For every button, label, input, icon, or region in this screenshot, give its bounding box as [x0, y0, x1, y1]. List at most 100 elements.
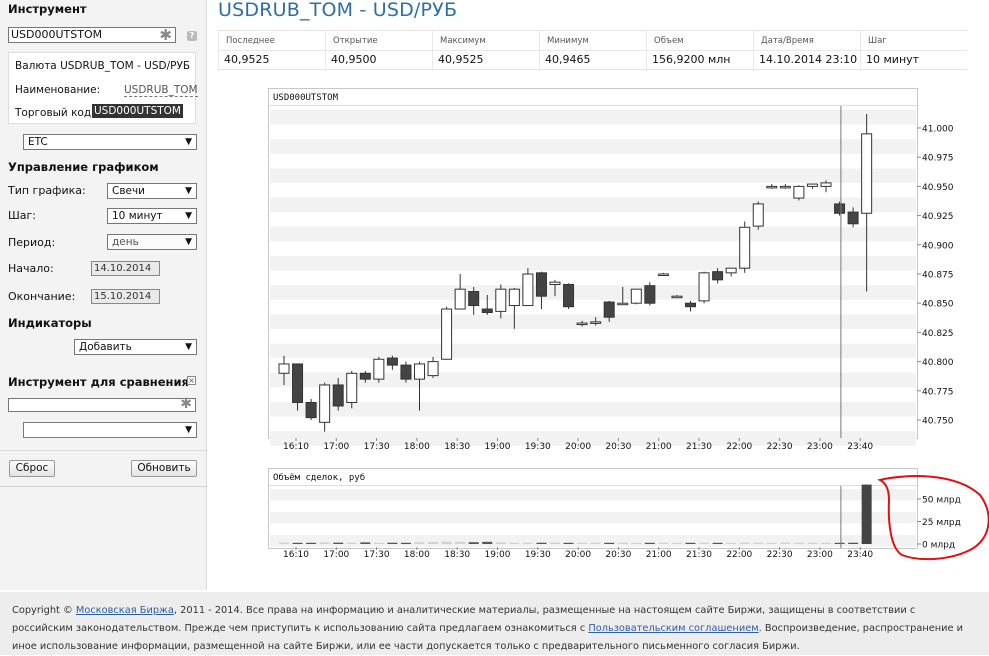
period-label: Период:	[8, 236, 56, 249]
footer-copyright: Copyright ©	[12, 605, 73, 616]
volume-bar	[563, 542, 574, 544]
user-agreement-link[interactable]: Пользовательским соглашением	[588, 623, 759, 634]
volume-bar	[793, 542, 804, 544]
stats-table: Последнее 40,9525 Открытие 40,9500 Макси…	[218, 30, 967, 71]
volume-bar	[577, 542, 588, 544]
x-tick-label: 22:30	[767, 442, 793, 452]
candle-body	[685, 302, 696, 308]
grid-band	[270, 285, 916, 300]
candle-body	[806, 183, 818, 187]
charts-area: USD000UTSTOM 16:10 17:00 17:30 18:00 18:30 19…	[268, 88, 989, 561]
volume-bar	[753, 542, 764, 544]
candle-body	[535, 272, 547, 297]
indicators-select[interactable]: Добавить ▼	[74, 339, 197, 355]
x-tick-label: 19:00	[485, 550, 511, 560]
y-tick-label: 0 млрд	[922, 541, 955, 551]
currency-label: Валюта USDRUB_TOM - USD/РУБ	[15, 60, 191, 72]
chevron-down-icon: ▼	[185, 425, 192, 435]
clear-asterisk-icon[interactable]: ✱	[159, 26, 172, 44]
candle-body	[549, 281, 561, 286]
stat-open: Открытие 40,9500	[325, 31, 432, 71]
volume-bar	[712, 542, 723, 544]
volume-bar	[455, 541, 466, 544]
y-tick-label: 50 млрд	[922, 496, 961, 506]
code-label: Торговый код:	[15, 107, 95, 119]
candle-body	[752, 203, 764, 227]
compare-select[interactable]: ▼	[23, 422, 197, 438]
candle-body	[793, 185, 805, 199]
candle-body	[847, 211, 859, 225]
x-tick-label: 18:00	[404, 442, 430, 452]
compare-close-icon[interactable]: ×	[187, 376, 196, 385]
volume-bar	[834, 542, 845, 544]
start-label: Начало:	[8, 262, 54, 275]
volume-bar	[780, 542, 791, 544]
instrument-search-input[interactable]: USD000UTSTOM ✱	[8, 26, 176, 44]
x-tick-label: 19:30	[525, 550, 551, 560]
chevron-down-icon: ▼	[185, 342, 192, 352]
chevron-down-icon: ▼	[185, 211, 192, 221]
volume-bar	[319, 542, 330, 544]
candle-body	[319, 384, 331, 423]
update-button[interactable]: Обновить	[131, 460, 197, 477]
footer: Copyright © Московская Биржа, 2011 - 201…	[0, 592, 989, 655]
y-tick-label: 40.950	[922, 183, 954, 193]
clear-asterisk-icon[interactable]: ✱	[180, 396, 192, 412]
volume-bar	[631, 542, 642, 544]
chart-type-value: Свечи	[112, 185, 146, 197]
volume-grid-bands	[270, 489, 916, 547]
candle-body	[739, 226, 751, 269]
candle-body	[373, 358, 385, 380]
price-x-axis: 16:10 17:00 17:30 18:00 18:30 19:00 19:30 20:00…	[283, 438, 873, 452]
board-select-value: ETC	[28, 136, 48, 148]
board-select[interactable]: ETC ▼	[23, 134, 197, 150]
period-select[interactable]: день ▼	[107, 234, 197, 250]
grid-band	[270, 431, 916, 446]
volume-bar	[699, 542, 710, 544]
reset-button[interactable]: Сброс	[9, 460, 55, 477]
stat-head: Максимум	[440, 36, 486, 46]
candle-body	[522, 273, 534, 307]
x-tick-label: 20:30	[605, 550, 631, 560]
volume-bar	[292, 542, 303, 544]
chart-type-select[interactable]: Свечи ▼	[107, 183, 197, 199]
period-value: день	[112, 236, 139, 248]
x-tick-label: 18:30	[444, 550, 470, 560]
candle-body	[386, 357, 398, 366]
volume-bars	[279, 484, 872, 544]
y-tick-label: 25 млрд	[922, 518, 961, 528]
candle-body	[603, 301, 615, 318]
grid-band	[270, 535, 916, 547]
candle-body	[278, 363, 290, 374]
candle-body	[644, 285, 656, 304]
x-tick-label: 20:00	[565, 442, 591, 452]
volume-bar	[617, 542, 628, 544]
stat-head: Открытие	[333, 36, 378, 46]
start-date-input[interactable]: 14.10.2014	[91, 261, 160, 276]
candle-body	[630, 288, 642, 304]
compare-input[interactable]: ✱	[8, 396, 196, 412]
stat-value: 40,9525	[224, 53, 270, 66]
exchange-link[interactable]: Московская Биржа	[75, 605, 174, 616]
volume-bar	[482, 541, 493, 544]
candle-body	[359, 372, 371, 380]
end-date-input[interactable]: 15.10.2014	[91, 289, 160, 304]
sidebar-divider	[0, 450, 206, 451]
candle-body	[400, 364, 412, 380]
grid-band	[270, 402, 916, 417]
stat-value: 10 минут	[866, 53, 920, 66]
code-value: USD000UTSTOM	[92, 104, 183, 118]
y-tick-label: 41.000	[922, 125, 954, 135]
x-tick-label: 22:30	[767, 550, 793, 560]
volume-bar	[346, 542, 357, 544]
help-icon[interactable]: ?	[187, 31, 197, 41]
name-value[interactable]: USDRUB_TOM	[124, 84, 198, 97]
chart-control-title: Управление графиком	[8, 160, 159, 174]
x-tick-label: 17:30	[364, 550, 390, 560]
volume-bar	[671, 542, 682, 544]
step-select[interactable]: 10 минут ▼	[107, 208, 197, 224]
stat-head: Последнее	[226, 36, 275, 46]
candle-body	[576, 322, 588, 326]
candle-body	[346, 372, 358, 403]
volume-bar	[360, 542, 371, 544]
